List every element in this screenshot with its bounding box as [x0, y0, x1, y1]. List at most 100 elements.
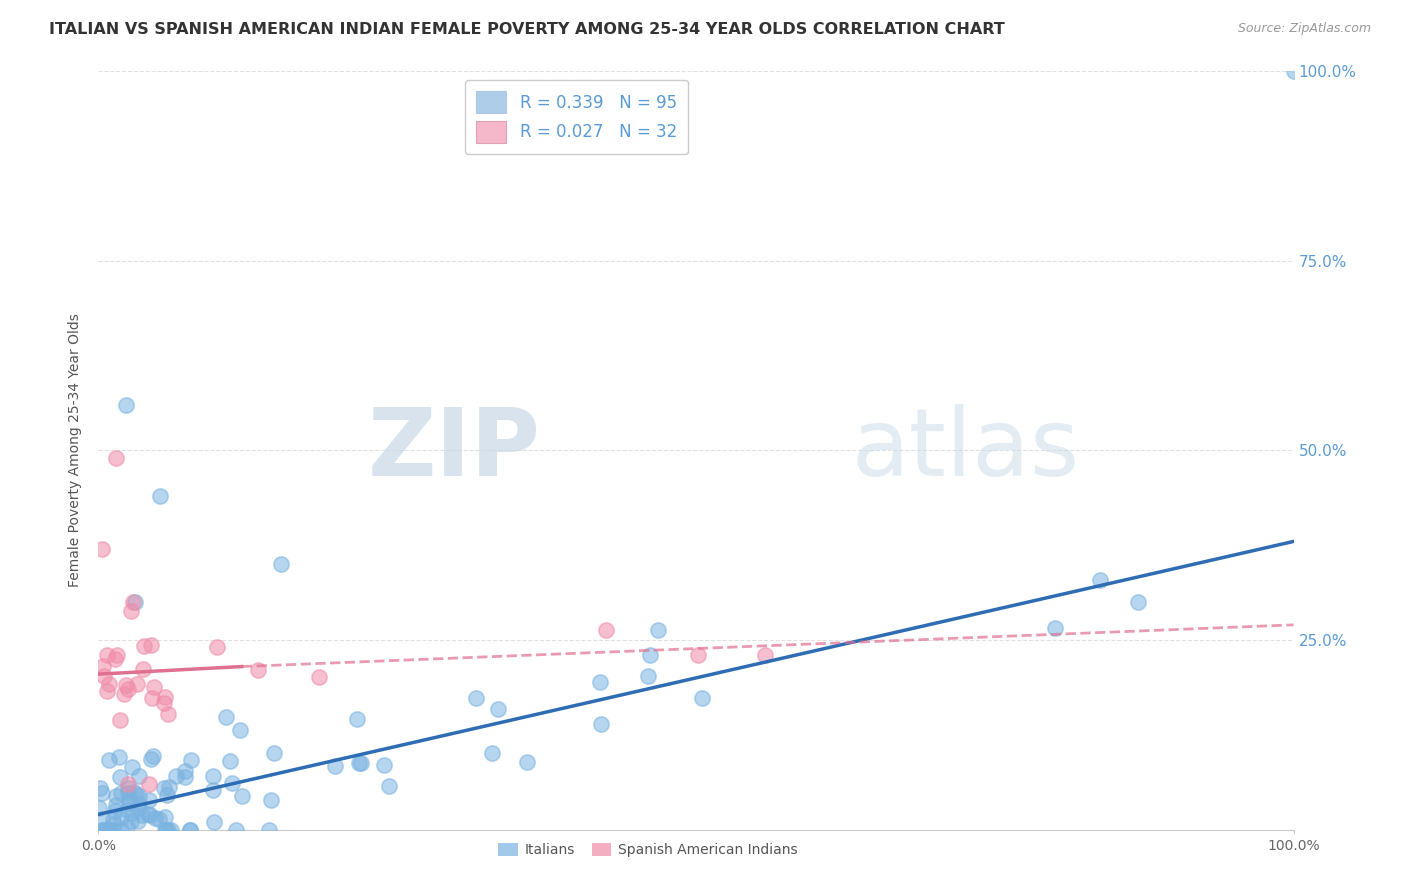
Point — [128, 797, 150, 812]
Point — [153, 809, 176, 823]
Point — [754, 648, 776, 663]
Point — [132, 662, 155, 676]
Point — [1126, 595, 1149, 609]
Point — [91, 659, 114, 673]
Point — [141, 691, 163, 706]
Point — [350, 756, 373, 770]
Point — [263, 746, 285, 760]
Point — [690, 690, 713, 705]
Point — [219, 755, 242, 769]
Point — [93, 822, 115, 837]
Point — [205, 640, 228, 654]
Point — [202, 783, 225, 797]
Point — [104, 789, 127, 803]
Point — [1088, 573, 1111, 587]
Point — [138, 777, 160, 791]
Point — [104, 804, 127, 818]
Point — [153, 690, 176, 704]
Legend: Italians, Spanish American Indians: Italians, Spanish American Indians — [492, 837, 804, 864]
Point — [121, 805, 143, 820]
Text: ZIP: ZIP — [368, 404, 541, 497]
Point — [108, 749, 131, 764]
Y-axis label: Female Poverty Among 25-34 Year Olds: Female Poverty Among 25-34 Year Olds — [69, 313, 83, 588]
Point — [247, 664, 270, 678]
Point — [124, 595, 146, 609]
Point — [87, 801, 110, 815]
Point — [638, 648, 661, 662]
Point — [179, 822, 201, 837]
Point — [225, 822, 247, 837]
Point — [589, 675, 612, 690]
Point — [143, 811, 166, 825]
Point — [202, 814, 225, 829]
Point — [94, 822, 117, 837]
Point — [138, 807, 160, 822]
Point — [91, 813, 114, 827]
Point — [138, 793, 160, 807]
Point — [138, 807, 160, 822]
Point — [152, 781, 174, 796]
Point — [117, 786, 139, 800]
Point — [686, 648, 709, 662]
Point — [96, 684, 118, 698]
Point — [98, 822, 121, 837]
Point — [108, 771, 131, 785]
Point — [148, 812, 170, 826]
Point — [260, 793, 283, 807]
Point — [105, 648, 128, 662]
Point — [98, 753, 121, 767]
Point — [149, 489, 172, 503]
Point — [231, 789, 253, 803]
Point — [117, 681, 139, 696]
Text: atlas: atlas — [852, 404, 1080, 497]
Point — [128, 769, 150, 783]
Point — [112, 687, 135, 701]
Point — [110, 785, 132, 799]
Point — [270, 557, 292, 572]
Point — [157, 780, 180, 795]
Point — [127, 800, 149, 814]
Point — [174, 764, 197, 778]
Point — [115, 398, 138, 412]
Point — [159, 822, 181, 837]
Text: ITALIAN VS SPANISH AMERICAN INDIAN FEMALE POVERTY AMONG 25-34 YEAR OLDS CORRELAT: ITALIAN VS SPANISH AMERICAN INDIAN FEMAL… — [49, 22, 1005, 37]
Point — [90, 786, 112, 800]
Point — [325, 759, 347, 773]
Point — [105, 451, 128, 466]
Point — [153, 822, 176, 837]
Point — [1043, 622, 1066, 636]
Point — [103, 817, 125, 831]
Point — [165, 769, 187, 783]
Point — [179, 822, 201, 837]
Point — [125, 676, 148, 690]
Point — [486, 702, 509, 716]
Text: Source: ZipAtlas.com: Source: ZipAtlas.com — [1237, 22, 1371, 36]
Point — [157, 707, 180, 722]
Point — [90, 542, 112, 557]
Point — [134, 639, 156, 653]
Point — [117, 796, 139, 810]
Point — [93, 669, 115, 683]
Point — [153, 696, 176, 710]
Point — [215, 709, 238, 723]
Point — [117, 777, 139, 791]
Point — [221, 776, 243, 790]
Point — [96, 648, 118, 662]
Point — [110, 822, 132, 837]
Point — [91, 822, 114, 837]
Point — [180, 753, 202, 767]
Point — [157, 822, 180, 837]
Point — [97, 677, 120, 691]
Point — [142, 748, 165, 763]
Point — [1282, 64, 1305, 78]
Point — [89, 780, 111, 795]
Point — [105, 797, 128, 812]
Point — [127, 814, 149, 829]
Point — [117, 781, 139, 796]
Point — [128, 789, 150, 804]
Point — [139, 638, 162, 652]
Point — [229, 723, 252, 737]
Point — [202, 769, 225, 783]
Point — [143, 680, 166, 694]
Point — [481, 746, 503, 760]
